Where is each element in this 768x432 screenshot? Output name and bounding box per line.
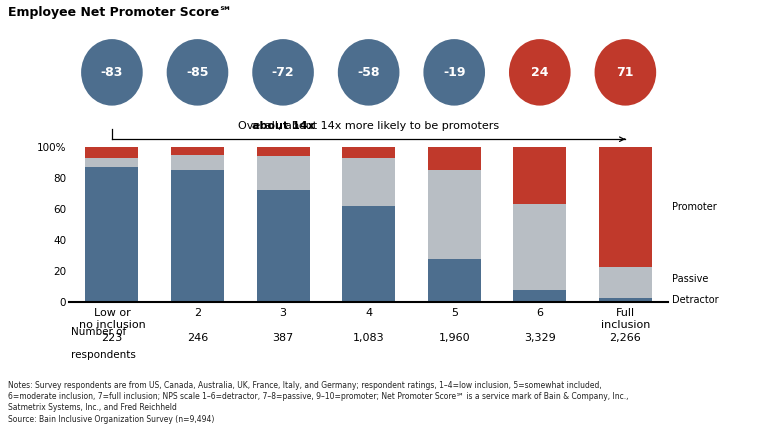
Bar	[513, 147, 566, 204]
Text: 246: 246	[187, 333, 208, 343]
Text: -19: -19	[443, 66, 465, 79]
Ellipse shape	[509, 39, 571, 106]
Text: respondents: respondents	[71, 349, 136, 359]
Text: Satmetrix Systems, Inc., and Fred Reichheld: Satmetrix Systems, Inc., and Fred Reichh…	[8, 403, 177, 413]
Text: Notes: Survey respondents are from US, Canada, Australia, UK, France, Italy, and: Notes: Survey respondents are from US, C…	[8, 381, 601, 390]
Bar	[513, 204, 566, 290]
Text: about 14x: about 14x	[253, 121, 315, 131]
Bar	[342, 158, 396, 206]
Bar	[428, 147, 481, 170]
Bar	[257, 191, 310, 302]
Text: 223: 223	[101, 333, 123, 343]
Bar	[342, 147, 396, 158]
Text: -85: -85	[186, 66, 209, 79]
Text: Detractor: Detractor	[672, 295, 719, 305]
Ellipse shape	[81, 39, 143, 106]
Text: 1,083: 1,083	[353, 333, 385, 343]
Bar	[171, 170, 224, 302]
Bar	[85, 158, 138, 167]
Text: -58: -58	[357, 66, 380, 79]
Bar	[599, 298, 652, 302]
Ellipse shape	[252, 39, 314, 106]
Bar	[428, 259, 481, 302]
Bar	[428, 170, 481, 259]
Ellipse shape	[167, 39, 228, 106]
Text: -83: -83	[101, 66, 123, 79]
Bar	[85, 167, 138, 302]
Bar	[171, 155, 224, 170]
Bar	[513, 290, 566, 302]
Bar	[342, 206, 396, 302]
Text: Promoter: Promoter	[672, 202, 717, 212]
Text: Passive: Passive	[672, 274, 708, 284]
Bar	[257, 156, 310, 191]
Bar	[599, 267, 652, 298]
Text: Employee Net Promoter Score℠: Employee Net Promoter Score℠	[8, 6, 232, 19]
Text: 6=moderate inclusion, 7=full inclusion; NPS scale 1–6=detractor, 7–8=passive, 9–: 6=moderate inclusion, 7=full inclusion; …	[8, 392, 628, 401]
Bar	[171, 147, 224, 155]
Ellipse shape	[594, 39, 656, 106]
Text: Overall, about 14x more likely to be promoters: Overall, about 14x more likely to be pro…	[238, 121, 499, 131]
Text: Source: Bain Inclusive Organization Survey (n=9,494): Source: Bain Inclusive Organization Surv…	[8, 415, 214, 424]
Text: 24: 24	[531, 66, 548, 79]
Text: 1,960: 1,960	[439, 333, 470, 343]
Text: 387: 387	[273, 333, 293, 343]
Text: 2,266: 2,266	[610, 333, 641, 343]
Text: Number of: Number of	[71, 327, 126, 337]
Bar	[85, 147, 138, 158]
Ellipse shape	[338, 39, 399, 106]
Bar	[257, 147, 310, 156]
Text: 71: 71	[617, 66, 634, 79]
Text: 3,329: 3,329	[524, 333, 556, 343]
Text: -72: -72	[272, 66, 294, 79]
Ellipse shape	[423, 39, 485, 106]
Bar	[599, 147, 652, 267]
